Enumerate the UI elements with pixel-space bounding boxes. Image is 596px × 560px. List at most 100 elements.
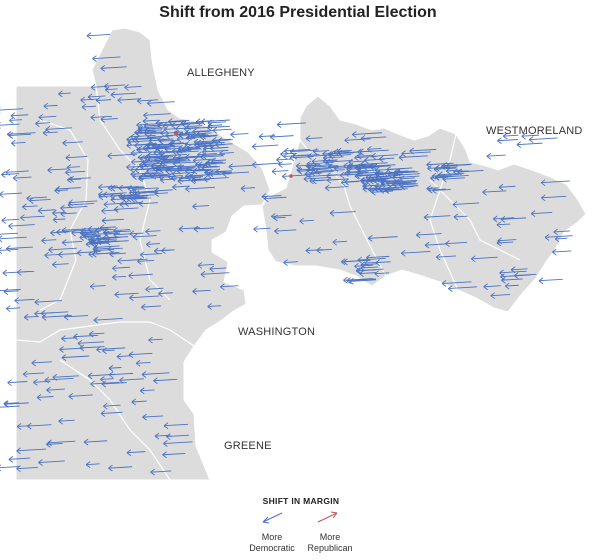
shift-arrow — [283, 147, 311, 155]
shift-arrow — [0, 288, 21, 291]
shift-arrow — [0, 235, 27, 243]
shift-arrow — [58, 90, 71, 98]
shift-arrow — [486, 152, 506, 160]
shift-arrow — [112, 264, 131, 272]
shift-arrow — [332, 238, 348, 246]
shift-arrow — [172, 183, 190, 191]
shift-arrow — [41, 237, 57, 244]
shift-arrow — [92, 55, 121, 63]
shift-arrow — [442, 162, 458, 169]
shift-arrow — [201, 148, 229, 156]
shift-arrow — [112, 273, 127, 281]
shift-arrow — [500, 216, 527, 223]
shift-arrow — [367, 235, 398, 242]
shift-arrow — [158, 154, 174, 161]
city-markers — [173, 130, 293, 178]
shift-arrow — [80, 96, 99, 104]
shift-arrow — [61, 239, 83, 246]
shift-arrow — [502, 132, 519, 140]
shift-arrow — [395, 169, 419, 177]
shift-arrow — [540, 179, 570, 187]
shift-arrow — [364, 157, 385, 164]
label-allegheny: ALLEGHENY — [187, 67, 255, 79]
shift-arrow — [22, 203, 38, 211]
shift-arrow — [81, 230, 97, 238]
shift-arrow — [142, 144, 160, 152]
shift-arrow — [126, 142, 157, 149]
shift-arrow — [102, 191, 121, 199]
shift-arrow — [305, 247, 323, 254]
shift-arrow — [29, 197, 51, 205]
shift-arrow — [329, 209, 356, 217]
shift-arrow — [131, 158, 162, 166]
shift-arrow — [409, 147, 437, 155]
shift-arrow — [374, 270, 390, 278]
shift-arrow — [185, 153, 203, 161]
shift-arrow — [4, 400, 29, 408]
shift-arrow — [326, 172, 351, 180]
shift-arrow — [178, 144, 193, 152]
shift-arrow — [139, 387, 155, 395]
shift-arrow — [96, 238, 117, 246]
shift-arrow — [168, 166, 195, 173]
shift-arrow — [137, 258, 155, 265]
shift-arrow — [150, 468, 172, 476]
shift-arrow — [276, 156, 292, 164]
shift-arrow — [357, 167, 380, 175]
shift-arrow — [359, 270, 376, 277]
shift-arrow — [146, 241, 161, 248]
shift-arrow — [276, 121, 307, 128]
shift-arrow — [46, 386, 65, 394]
shift-arrow — [211, 157, 227, 165]
shift-arrow — [38, 459, 65, 466]
shift-arrow — [200, 270, 230, 278]
shift-arrow — [130, 149, 158, 157]
shift-arrow — [59, 346, 84, 353]
shift-arrow — [121, 195, 147, 203]
shift-arrow — [190, 177, 210, 185]
shift-arrow — [153, 247, 173, 255]
shift-arrow — [206, 159, 224, 167]
shift-arrow — [137, 97, 158, 105]
shift-arrow — [16, 447, 47, 455]
shift-arrow — [1, 171, 20, 178]
shift-arrow — [278, 161, 292, 168]
shift-arrow — [67, 201, 95, 209]
legend-democratic-label: More Democratic — [249, 532, 295, 553]
city-marker-east — [289, 174, 293, 178]
shift-arrow — [134, 142, 158, 149]
shift-arrow — [530, 210, 553, 218]
shift-arrow — [498, 183, 516, 191]
shift-arrow — [103, 229, 132, 236]
shift-arrow — [270, 133, 294, 141]
shift-arrow — [89, 283, 106, 290]
shift-arrow — [108, 364, 122, 372]
shift-arrow — [176, 135, 196, 143]
shift-arrow — [96, 346, 126, 353]
shift-arrow — [130, 170, 158, 178]
shift-arrow — [67, 176, 82, 184]
shift-arrow — [126, 449, 146, 457]
shift-arrow — [258, 133, 276, 140]
shift-arrow — [144, 127, 163, 135]
shift-arrow — [441, 280, 472, 287]
county-boundary-lines — [15, 85, 521, 481]
shift-arrow — [193, 225, 215, 233]
shift-arrow — [107, 245, 123, 253]
shift-arrow — [108, 464, 133, 472]
shift-arrow — [65, 169, 86, 176]
city-marker-pittsburgh — [173, 130, 179, 136]
shift-arrow — [86, 32, 111, 40]
shift-arrow — [9, 117, 23, 124]
shift-arrow — [124, 84, 142, 91]
shift-arrow — [55, 185, 81, 193]
label-washington: WASHINGTON — [238, 326, 316, 338]
shift-arrow — [0, 191, 22, 198]
shift-arrow — [528, 136, 558, 144]
shift-arrow — [95, 97, 112, 104]
shift-arrow — [196, 130, 212, 138]
shift-arrow — [311, 158, 338, 165]
shift-arrow — [36, 394, 54, 401]
shift-arrow — [351, 131, 382, 138]
label-greene: GREENE — [224, 440, 272, 452]
